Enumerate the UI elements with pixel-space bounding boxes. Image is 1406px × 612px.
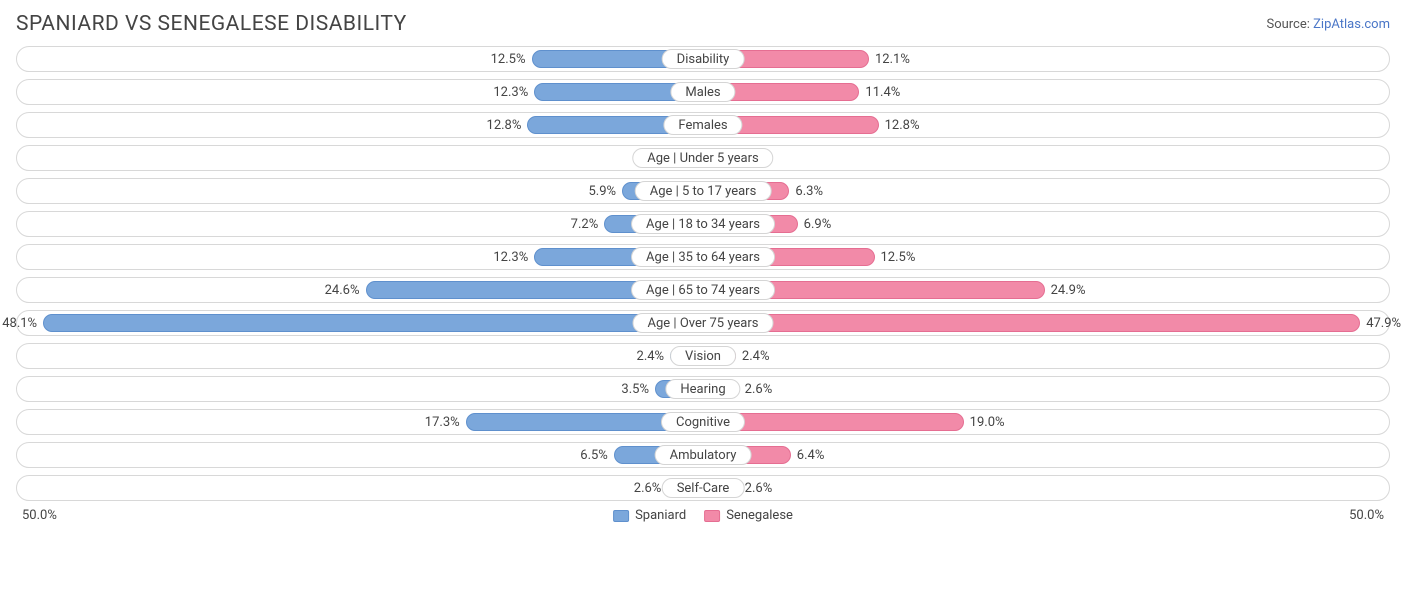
value-left: 12.8% bbox=[487, 113, 528, 137]
value-left: 12.3% bbox=[493, 245, 534, 269]
chart-source: Source: ZipAtlas.com bbox=[1266, 17, 1390, 32]
axis-max-right: 50.0% bbox=[703, 508, 1390, 523]
value-right: 12.5% bbox=[875, 245, 916, 269]
diverging-bar-chart: 12.5% 12.1% Disability 12.3% 11.4% Males 12.8%… bbox=[16, 46, 1390, 501]
value-right: 11.4% bbox=[859, 80, 900, 104]
category-label: Age | 5 to 17 years bbox=[635, 181, 772, 201]
chart-row: 12.3% 11.4% Males bbox=[16, 79, 1390, 105]
legend-item-left: Spaniard bbox=[613, 508, 686, 523]
chart-row: 12.5% 12.1% Disability bbox=[16, 46, 1390, 72]
legend-label-right: Senegalese bbox=[726, 508, 793, 523]
chart-row: 3.5% 2.6%Hearing bbox=[16, 376, 1390, 402]
value-left: 24.6% bbox=[325, 278, 366, 302]
value-left: 48.1% bbox=[2, 311, 43, 335]
value-right: 2.6% bbox=[739, 377, 773, 401]
category-label: Cognitive bbox=[661, 412, 745, 432]
legend-label-left: Spaniard bbox=[635, 508, 686, 523]
chart-row: 7.2% 6.9% Age | 18 to 34 years bbox=[16, 211, 1390, 237]
chart-row: 12.3% 12.5% Age | 35 to 64 years bbox=[16, 244, 1390, 270]
bar-right bbox=[703, 314, 1360, 332]
source-label: Source: bbox=[1266, 17, 1313, 32]
value-right: 19.0% bbox=[964, 410, 1005, 434]
chart-row: 1.4%1.2%Age | Under 5 years bbox=[16, 145, 1390, 171]
value-left: 6.5% bbox=[580, 443, 614, 467]
chart-row: 5.9% 6.3% Age | 5 to 17 years bbox=[16, 178, 1390, 204]
chart-footer: 50.0% Spaniard Senegalese 50.0% bbox=[16, 508, 1390, 523]
source-link[interactable]: ZipAtlas.com bbox=[1313, 17, 1390, 32]
category-label: Ambulatory bbox=[655, 445, 752, 465]
bar-left bbox=[43, 314, 703, 332]
chart-row: 17.3% 19.0% Cognitive bbox=[16, 409, 1390, 435]
chart-row: 48.1%47.9%Age | Over 75 years bbox=[16, 310, 1390, 336]
value-right: 2.4% bbox=[736, 344, 770, 368]
value-left: 7.2% bbox=[571, 212, 605, 236]
category-label: Age | 65 to 74 years bbox=[631, 280, 775, 300]
value-right: 24.9% bbox=[1045, 278, 1086, 302]
value-left: 3.5% bbox=[621, 377, 655, 401]
value-right: 6.4% bbox=[791, 443, 825, 467]
value-right: 47.9% bbox=[1360, 311, 1401, 335]
value-left: 12.3% bbox=[493, 80, 534, 104]
value-right: 6.9% bbox=[798, 212, 832, 236]
chart-row: 2.4% 2.4%Vision bbox=[16, 343, 1390, 369]
chart-row: 24.6% 24.9% Age | 65 to 74 years bbox=[16, 277, 1390, 303]
legend-item-right: Senegalese bbox=[704, 508, 793, 523]
value-left: 5.9% bbox=[589, 179, 623, 203]
category-label: Hearing bbox=[665, 379, 740, 399]
value-right: 12.8% bbox=[879, 113, 920, 137]
chart-header: SPANIARD VS SENEGALESE DISABILITY Source… bbox=[16, 12, 1390, 36]
value-left: 2.4% bbox=[637, 344, 671, 368]
value-right: 6.3% bbox=[789, 179, 823, 203]
category-label: Age | 18 to 34 years bbox=[631, 214, 775, 234]
chart-row: 2.6%2.6%Self-Care bbox=[16, 475, 1390, 501]
chart-title: SPANIARD VS SENEGALESE DISABILITY bbox=[16, 12, 407, 36]
category-label: Males bbox=[670, 82, 735, 102]
value-left: 12.5% bbox=[491, 47, 532, 71]
category-label: Vision bbox=[670, 346, 736, 366]
value-right: 12.1% bbox=[869, 47, 910, 71]
category-label: Females bbox=[663, 115, 742, 135]
category-label: Age | Over 75 years bbox=[633, 313, 774, 333]
category-label: Self-Care bbox=[662, 478, 745, 498]
legend-swatch-left bbox=[613, 510, 629, 522]
axis-max-left: 50.0% bbox=[16, 508, 703, 523]
category-label: Disability bbox=[662, 49, 745, 69]
chart-row: 6.5% 6.4% Ambulatory bbox=[16, 442, 1390, 468]
category-label: Age | Under 5 years bbox=[632, 148, 773, 168]
value-left: 17.3% bbox=[425, 410, 466, 434]
chart-row: 12.8% 12.8% Females bbox=[16, 112, 1390, 138]
category-label: Age | 35 to 64 years bbox=[631, 247, 775, 267]
legend: Spaniard Senegalese bbox=[613, 508, 793, 523]
legend-swatch-right bbox=[704, 510, 720, 522]
